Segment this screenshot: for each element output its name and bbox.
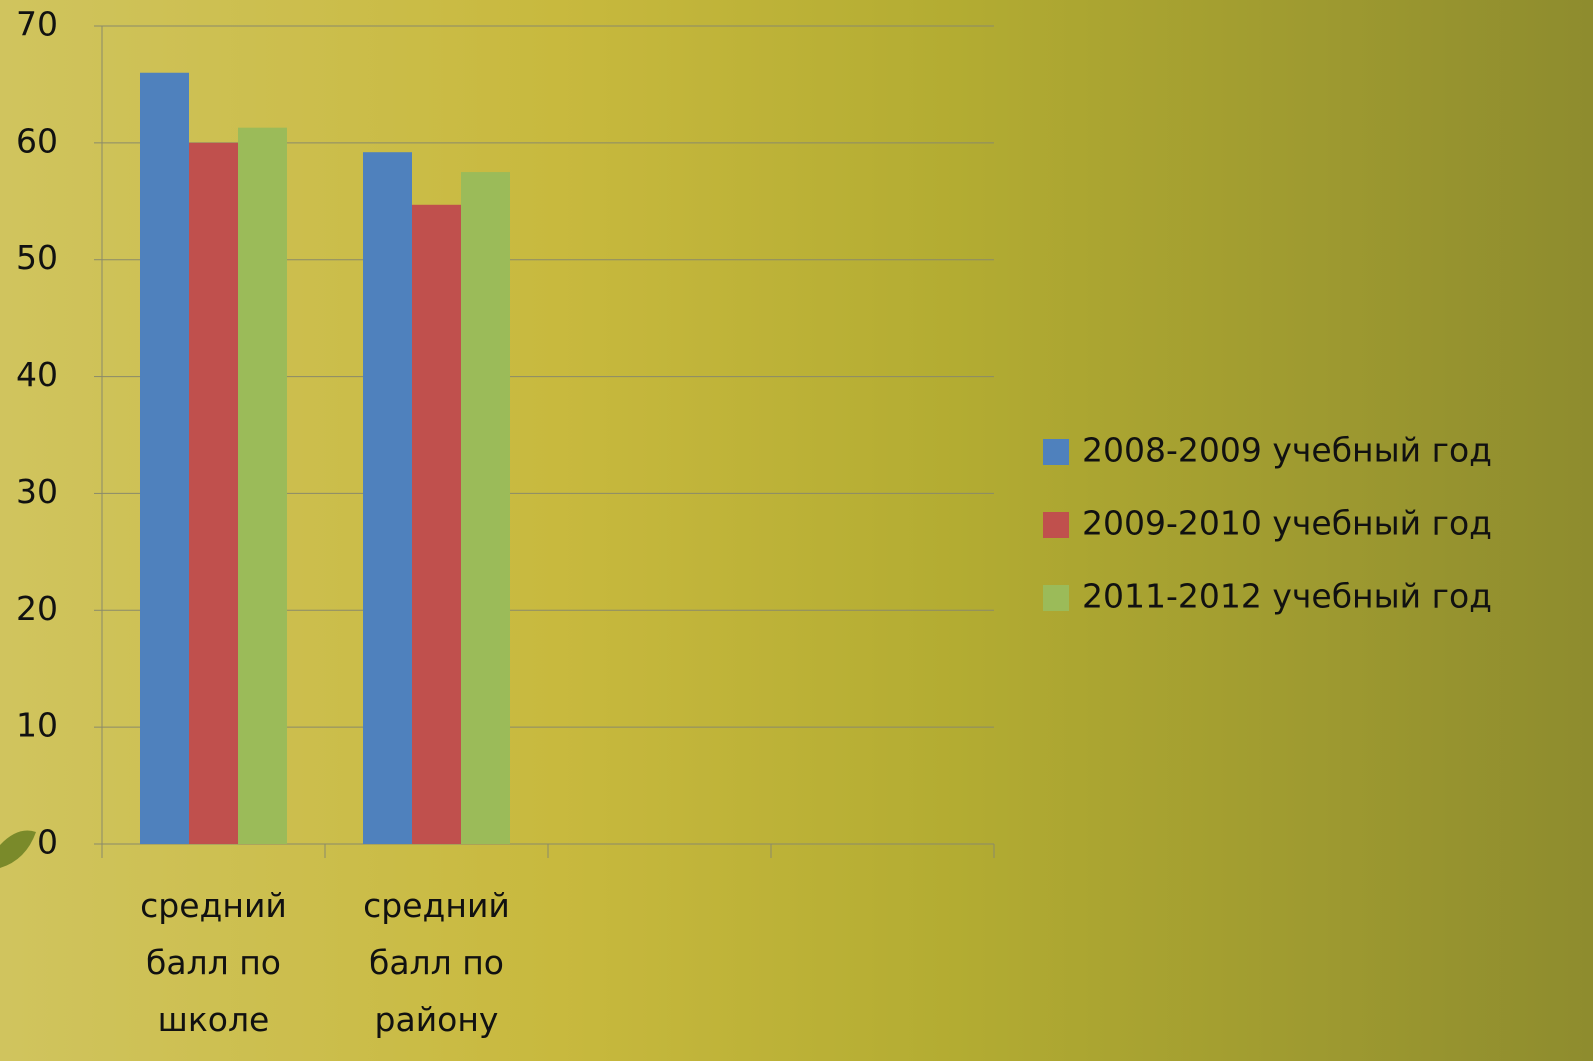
legend-label: 2008-2009 учебный год	[1082, 431, 1492, 470]
legend-swatch	[1043, 512, 1069, 538]
y-tick-label: 0	[37, 823, 58, 862]
legend-swatch	[1043, 439, 1069, 465]
bar	[238, 127, 287, 844]
leaf-decoration	[0, 830, 36, 868]
bar	[140, 72, 189, 844]
x-tick-label: средний балл по району	[363, 886, 510, 1039]
x-tick-label: средний балл по школе	[140, 886, 287, 1039]
bar	[189, 142, 238, 844]
y-tick-label: 20	[16, 589, 58, 628]
y-tick-label: 30	[16, 472, 58, 511]
y-tick-label: 60	[16, 121, 58, 160]
bar	[461, 172, 510, 845]
y-tick-label: 50	[16, 238, 58, 277]
legend-swatch	[1043, 585, 1069, 611]
bar	[412, 204, 461, 844]
legend-label: 2009-2010 учебный год	[1082, 504, 1492, 543]
y-tick-label: 70	[16, 5, 58, 44]
y-tick-label: 10	[16, 706, 58, 745]
bar	[363, 152, 412, 845]
legend-label: 2011-2012 учебный год	[1082, 577, 1492, 616]
y-tick-label: 40	[16, 355, 58, 394]
